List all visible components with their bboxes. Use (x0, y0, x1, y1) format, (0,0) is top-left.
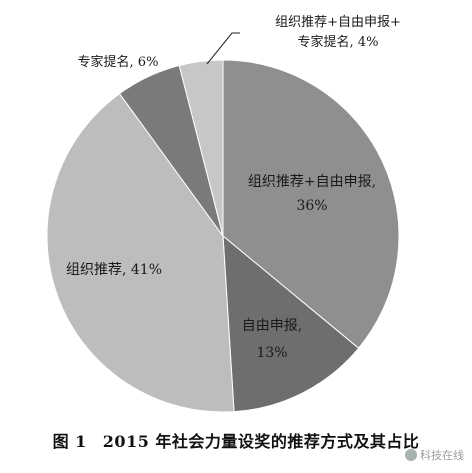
watermark: 科技在线 (405, 447, 464, 463)
pie-slice-2 (46, 92, 235, 413)
leaders-layer (206, 32, 240, 65)
watermark-logo-icon (405, 449, 417, 461)
slice-label-4-line-0: 组织推荐+自由申报+ (275, 15, 401, 30)
figure-caption: 图 1 2015 年社会力量设奖的推荐方式及其占比 (0, 428, 472, 452)
watermark-text: 科技在线 (420, 449, 464, 462)
figure-caption-text: 2015 年社会力量设奖的推荐方式及其占比 (102, 432, 420, 451)
slice-label-3-line-0: 专家提名, 6% (78, 54, 159, 70)
pie-slice-4 (178, 59, 224, 237)
pie-slice-0 (222, 59, 400, 349)
leader-line-slice-4 (206, 32, 240, 65)
slice-label-2-line-0: 组织推荐, 41% (66, 262, 162, 278)
slice-label-1-line-0: 自由申报, (242, 318, 302, 334)
slice-label-0-line-1: 36% (296, 198, 327, 214)
figure-number: 图 1 (52, 432, 87, 451)
slice-label-0-line-0: 组织推荐+自由申报, (248, 174, 376, 190)
labels-layer: 组织推荐+自由申报, 36% 自由申报, 13% 组织推荐, 41% 专家提名, 6% 组织… (66, 15, 401, 361)
pie-slice-1 (222, 234, 360, 413)
slices-layer (46, 59, 400, 413)
slice-label-1-line-1: 13% (256, 345, 287, 361)
slice-label-4-line-1: 专家提名, 4% (298, 34, 379, 50)
